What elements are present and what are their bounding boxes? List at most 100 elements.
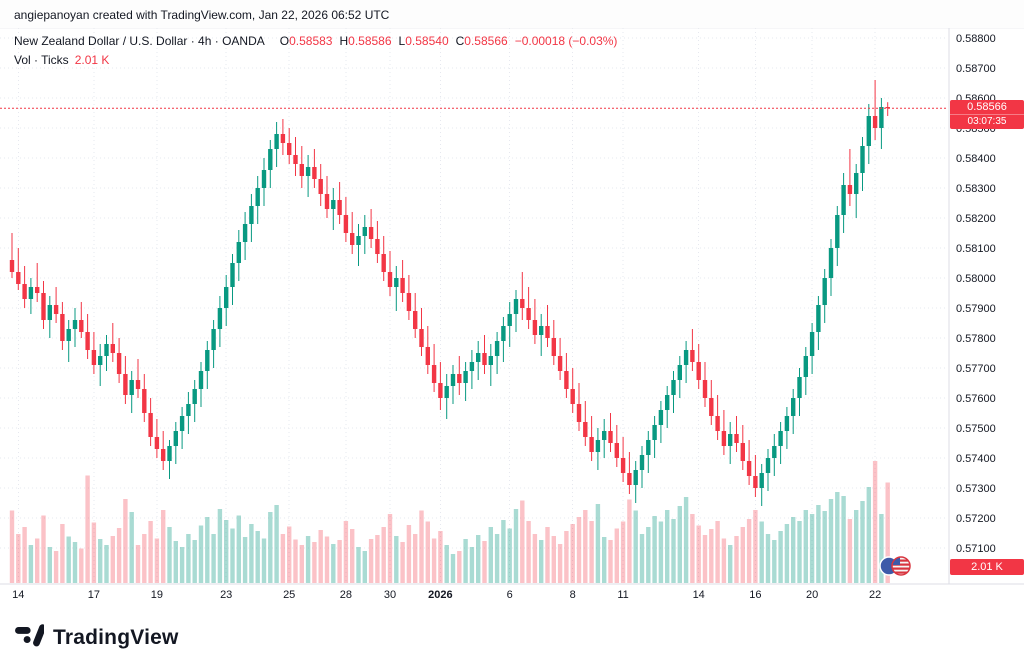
candle-body (375, 239, 380, 254)
volume-bar (356, 547, 361, 583)
legend-volume-row: Vol · Ticks 2.01 K (14, 51, 617, 70)
volume-bar (230, 528, 235, 583)
candle-body (488, 356, 493, 365)
candle-body (161, 449, 166, 461)
candle-body (690, 350, 695, 362)
volume-bar (526, 521, 531, 583)
chart-legend: New Zealand Dollar / U.S. Dollar · 4h · … (14, 32, 617, 70)
time-tick-label: 14 (12, 589, 24, 601)
volume-bar (627, 499, 632, 583)
candle-body (620, 458, 626, 473)
volume-bar (797, 521, 802, 583)
price-tick-label: 0.57900 (956, 303, 996, 315)
volume-bar (41, 515, 46, 583)
volume-bar (299, 545, 304, 583)
volume-bar (324, 536, 330, 583)
close-value: 0.58566 (464, 34, 508, 48)
candle-body (482, 353, 487, 365)
last-price-badge: 0.58566 03:07:35 (950, 100, 1024, 130)
candle-body (41, 293, 46, 320)
attribution-bar: angiepanoyan created with TradingView.co… (0, 0, 1024, 28)
volume-bar (633, 510, 638, 583)
volume-bar (375, 535, 380, 583)
volume-bar (350, 529, 355, 583)
volume-bar (104, 545, 109, 583)
volume-indicator-value: 2.01 K (74, 53, 110, 67)
candle-body (104, 344, 109, 356)
time-tick-label: 16 (749, 589, 761, 601)
volume-bar (431, 538, 437, 583)
volume-indicator-label[interactable]: Vol · Ticks (14, 53, 69, 67)
legend-symbol-row: New Zealand Dollar / U.S. Dollar · 4h · … (14, 32, 617, 51)
volume-bar (539, 540, 544, 583)
candle-body (318, 179, 323, 194)
volume-bar (665, 510, 670, 583)
candle-body (860, 146, 865, 173)
candle-body (72, 320, 78, 329)
candle-body (224, 287, 229, 308)
candle-body (324, 194, 330, 209)
volume-bar (646, 527, 651, 583)
candle-body (28, 287, 34, 299)
price-tick-label: 0.58700 (956, 63, 996, 75)
candle-body (413, 311, 418, 329)
candle-body (293, 155, 298, 164)
volume-bar (639, 534, 645, 583)
volume-bar (564, 531, 569, 583)
volume-bar (879, 514, 884, 583)
candle-body (343, 215, 349, 233)
candle-body (879, 107, 884, 128)
volume-bar (557, 544, 563, 583)
candle-body (557, 356, 563, 371)
candle-body (746, 461, 752, 476)
candle-body (261, 170, 267, 188)
brand-name: TradingView (53, 625, 179, 649)
candle-body (602, 431, 607, 440)
volume-bar (671, 519, 676, 583)
candle-body (444, 386, 449, 398)
footer-brand[interactable]: TradingView (14, 620, 179, 655)
volume-bar (438, 531, 443, 583)
candle-body (847, 185, 853, 194)
candle-body (652, 425, 657, 440)
candle-body (665, 395, 670, 410)
candle-body (759, 473, 764, 488)
volume-bar (16, 534, 21, 583)
volume-bar (400, 542, 405, 583)
bar-countdown: 03:07:35 (950, 114, 1024, 129)
candle-body (179, 416, 185, 431)
candle-body (507, 314, 512, 326)
candle-body (469, 362, 475, 371)
symbol-title[interactable]: New Zealand Dollar / U.S. Dollar · 4h · … (14, 34, 265, 48)
candle-body (564, 371, 569, 389)
volume-bar (123, 499, 128, 583)
volume-bar (809, 514, 815, 583)
candle-body (520, 299, 525, 308)
candle-body (431, 365, 437, 383)
volume-bar (759, 521, 764, 583)
time-tick-label: 19 (151, 589, 163, 601)
candle-body (387, 272, 393, 287)
candle-body (696, 362, 701, 380)
candle-body (595, 440, 601, 452)
volume-bar (154, 538, 160, 583)
volume-bar (835, 492, 840, 583)
candle-body (721, 431, 727, 446)
candle-body (885, 107, 890, 109)
candle-body (589, 437, 594, 452)
volume-bar (469, 547, 475, 583)
candle-body (236, 242, 241, 263)
candle-body (274, 134, 279, 149)
candle-body (205, 350, 210, 371)
volume-bar (860, 501, 865, 583)
open-label: O (279, 34, 290, 48)
time-tick-label: 2026 (428, 589, 452, 601)
candle-body (350, 233, 355, 245)
volume-bar (161, 510, 166, 583)
candle-body (476, 353, 481, 362)
volume-bar (450, 554, 456, 583)
volume-bar (413, 534, 418, 583)
volume-bar (72, 542, 78, 583)
candle-body (255, 188, 260, 206)
